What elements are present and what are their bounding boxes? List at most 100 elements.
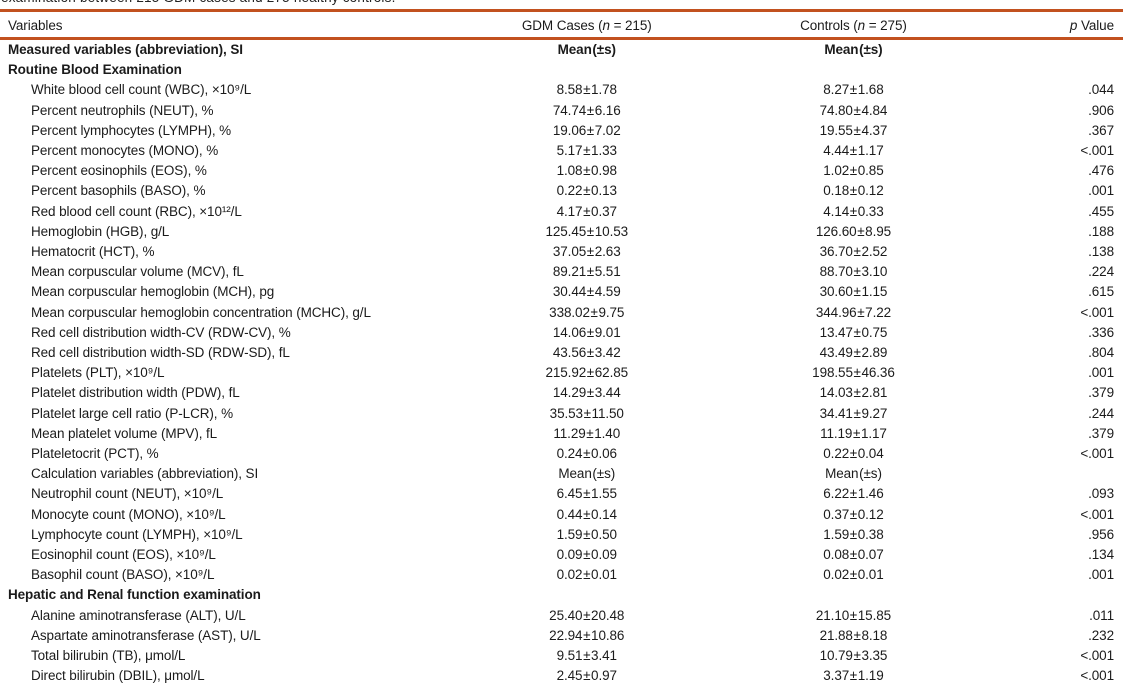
gdm-value-cell: 22.94 ± 10.86	[549, 627, 625, 643]
control-value-cell: 21.88 ± 8.18	[819, 627, 888, 643]
variable-cell: Platelet distribution width (PDW), fL	[31, 385, 240, 401]
p-value-cell: <.001	[1080, 506, 1114, 522]
control-value-cell: 0.08 ± 0.07	[823, 547, 884, 563]
variable-cell: Monocyte count (MONO), ×10⁹/L	[31, 506, 226, 522]
p-value-cell	[988, 585, 1123, 605]
variable-cell: Hemoglobin (HGB), g/L	[31, 223, 170, 239]
table-row: Mean corpuscular hemoglobin concentratio…	[0, 303, 1123, 323]
gdm-value-cell: 8.58 ± 1.78	[556, 82, 617, 98]
gdm-value-cell: Mean (±s)	[558, 466, 616, 482]
variable-cell: Eosinophil count (EOS), ×10⁹/L	[31, 547, 216, 563]
table-row: Calculation variables (abbreviation), SI…	[0, 464, 1123, 484]
control-value-cell	[719, 585, 989, 605]
table-row: Percent eosinophils (EOS), % 1.08 ± 0.98 1…	[0, 161, 1123, 181]
table-row: White blood cell count (WBC), ×10⁹/L 8.58…	[0, 80, 1123, 100]
gdm-value-cell: 0.44 ± 0.14	[556, 506, 617, 522]
p-value-cell: .232	[1088, 627, 1114, 643]
table-row: Alanine aminotransferase (ALT), U/L 25.40…	[0, 606, 1123, 626]
control-value-cell: 0.02 ± 0.01	[823, 567, 884, 583]
table-row: Platelet distribution width (PDW), fL 14.…	[0, 383, 1123, 403]
control-value-cell: 4.14 ± 0.33	[823, 203, 884, 219]
gdm-value-cell: 0.24 ± 0.06	[556, 446, 617, 462]
control-value-cell: 4.44 ± 1.17	[823, 143, 884, 159]
variable-cell: Plateletocrit (PCT), %	[31, 446, 159, 462]
gdm-value-cell: 14.06 ± 9.01	[552, 324, 621, 340]
control-value-cell: 344.96 ± 7.22	[815, 304, 892, 320]
p-value-cell: .001	[1088, 567, 1114, 583]
variable-cell: White blood cell count (WBC), ×10⁹/L	[31, 82, 252, 98]
column-header-controls: Controls (n = 275)	[800, 18, 907, 33]
table-row: Mean platelet volume (MPV), fL 11.29 ± 1.…	[0, 424, 1123, 444]
p-value-cell: .906	[1088, 102, 1114, 118]
p-value-cell: .455	[1088, 203, 1114, 219]
control-value-cell: 30.60 ± 1.15	[819, 284, 888, 300]
control-value-cell: 21.10 ± 15.85	[815, 607, 892, 623]
table-row: Neutrophil count (NEUT), ×10⁹/L 6.45 ± 1.…	[0, 484, 1123, 504]
variable-cell: Percent basophils (BASO), %	[31, 183, 206, 199]
p-value-cell	[988, 464, 1123, 484]
gdm-value-cell: 19.06 ± 7.02	[552, 122, 621, 138]
p-value-cell: .615	[1088, 284, 1114, 300]
control-value-cell: 198.55 ± 46.36	[812, 365, 895, 381]
variable-cell: Percent monocytes (MONO), %	[31, 143, 219, 159]
variable-cell: Platelets (PLT), ×10⁹/L	[31, 365, 165, 381]
p-value-cell: <.001	[1080, 668, 1114, 684]
control-value-cell: Mean (±s)	[824, 42, 883, 57]
variable-cell: Mean corpuscular hemoglobin (MCH), pg	[31, 284, 275, 300]
variable-cell: Direct bilirubin (DBIL), μmol/L	[31, 668, 205, 684]
control-value-cell: 126.60 ± 8.95	[815, 223, 892, 239]
p-value-cell: .044	[1088, 82, 1114, 98]
gdm-value-cell: 43.56 ± 3.42	[552, 345, 621, 361]
variable-cell: Red cell distribution width-CV (RDW-CV),…	[31, 324, 291, 340]
column-header-gdm-cases: GDM Cases (n = 215)	[521, 18, 652, 33]
table-row: Mean corpuscular volume (MCV), fL 89.21 ±…	[0, 262, 1123, 282]
p-value-cell	[988, 39, 1123, 61]
variable-cell: Red cell distribution width-SD (RDW-SD),…	[31, 345, 290, 361]
table-row: Hematocrit (HCT), % 37.05 ± 2.63 36.70 ± 2…	[0, 242, 1123, 262]
p-value-cell: <.001	[1080, 143, 1114, 159]
table-body: Measured variables (abbreviation), SI Mea…	[0, 39, 1123, 687]
column-header-variables: Variables	[8, 18, 63, 33]
variable-cell: Percent lymphocytes (LYMPH), %	[31, 122, 232, 138]
table-row: Percent monocytes (MONO), % 5.17 ± 1.33 4.…	[0, 141, 1123, 161]
table-caption-fragment: examination between 215 GDM cases and 27…	[1, 0, 396, 5]
control-value-cell: 1.59 ± 0.38	[823, 526, 884, 542]
control-value-cell: 13.47 ± 0.75	[819, 324, 888, 340]
p-value-cell: .093	[1088, 486, 1114, 502]
gdm-value-cell	[455, 585, 719, 605]
table-row: Direct bilirubin (DBIL), μmol/L 2.45 ± 0.…	[0, 666, 1123, 686]
p-value-cell: .138	[1088, 244, 1114, 260]
gdm-value-cell: 35.53 ± 11.50	[549, 405, 624, 421]
gdm-value-cell: 37.05 ± 2.63	[552, 244, 621, 260]
p-value-cell: .379	[1088, 425, 1114, 441]
table-row: Monocyte count (MONO), ×10⁹/L 0.44 ± 0.14…	[0, 505, 1123, 525]
control-value-cell: 0.37 ± 0.12	[823, 506, 884, 522]
p-value-cell: <.001	[1080, 648, 1114, 664]
table-row: Platelets (PLT), ×10⁹/L 215.92 ± 62.85 198…	[0, 363, 1123, 383]
variable-cell: Hematocrit (HCT), %	[31, 244, 155, 260]
p-value-cell: .336	[1088, 324, 1114, 340]
control-value-cell: 1.02 ± 0.85	[823, 163, 884, 179]
control-value-cell: 34.41 ± 9.27	[819, 405, 888, 421]
table-row: Red cell distribution width-CV (RDW-CV),…	[0, 323, 1123, 343]
control-value-cell: 0.18 ± 0.12	[823, 183, 884, 199]
gdm-value-cell: 14.29 ± 3.44	[552, 385, 621, 401]
gdm-value-cell: Mean (±s)	[557, 42, 616, 57]
variable-cell: Aspartate aminotransferase (AST), U/L	[31, 627, 261, 643]
variable-cell: Percent neutrophils (NEUT), %	[31, 102, 214, 118]
gdm-value-cell: 1.08 ± 0.98	[556, 163, 617, 179]
section-row: Hepatic and Renal function examination	[0, 585, 1123, 605]
gdm-value-cell: 89.21 ± 5.51	[552, 264, 621, 280]
section-row: Routine Blood Examination	[0, 60, 1123, 80]
p-value-cell: .224	[1088, 264, 1114, 280]
gdm-value-cell: 74.74 ± 6.16	[552, 102, 621, 118]
table-row: Aspartate aminotransferase (AST), U/L 22.…	[0, 626, 1123, 646]
gdm-value-cell: 0.02 ± 0.01	[556, 567, 617, 583]
table-row: Percent lymphocytes (LYMPH), % 19.06 ± 7.…	[0, 121, 1123, 141]
p-value-cell	[988, 60, 1123, 80]
gdm-value-cell	[455, 60, 719, 80]
section-row: Measured variables (abbreviation), SI Mea…	[0, 39, 1123, 61]
p-value-cell: .244	[1088, 405, 1114, 421]
gdm-value-cell: 30.44 ± 4.59	[552, 284, 621, 300]
p-value-cell: .956	[1088, 526, 1114, 542]
